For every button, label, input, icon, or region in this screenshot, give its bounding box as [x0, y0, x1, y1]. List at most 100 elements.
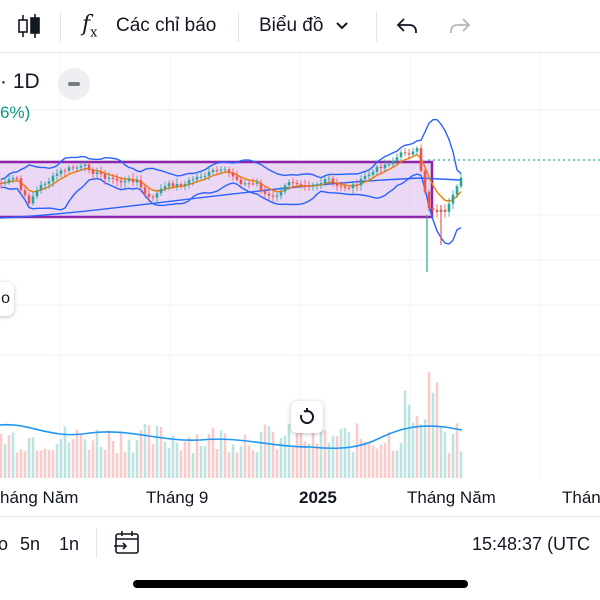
candlesticks: [0, 144, 463, 272]
volume-bar: [35, 450, 39, 478]
divider: [0, 516, 600, 517]
volume-bar: [403, 390, 407, 478]
time-label-year: 2025: [299, 488, 337, 507]
clock-timezone[interactable]: 15:48:37 (UTC: [472, 534, 591, 554]
volume-bar: [159, 426, 163, 478]
candle-body: [123, 181, 127, 183]
candle-body: [383, 164, 387, 169]
candle-body: [291, 182, 295, 184]
candle-body: [15, 177, 19, 179]
reset-scale-button[interactable]: [291, 401, 323, 433]
volume-bar: [3, 444, 7, 478]
candle-body: [367, 174, 371, 177]
volume-bar: [347, 432, 351, 478]
candle-body: [59, 170, 63, 174]
candle-body: [247, 183, 251, 185]
candle-body: [211, 170, 215, 172]
candle-body: [167, 183, 171, 187]
home-indicator: [133, 580, 468, 588]
date-range-icon[interactable]: [113, 530, 141, 561]
candle-body: [403, 152, 407, 154]
volume-bar: [431, 392, 435, 478]
volume-bar: [247, 445, 251, 478]
volume-bar: [263, 424, 267, 478]
volume-bar: [227, 452, 231, 478]
volume-bar: [195, 434, 199, 478]
range-button-5n[interactable]: 5n: [20, 534, 41, 554]
volume-bars: [0, 371, 463, 478]
candle-body: [87, 164, 91, 170]
candle-body: [43, 183, 47, 185]
volume-bar: [71, 439, 75, 478]
candle-body: [3, 182, 7, 184]
time-label: háng Năm: [0, 488, 79, 507]
chart-pane[interactable]: · 1D 6%) o: [0, 53, 600, 480]
price-chart[interactable]: [0, 53, 600, 480]
candle-body: [307, 186, 311, 188]
candle-body: [255, 182, 259, 184]
candle-body: [11, 177, 15, 180]
candle-body: [51, 175, 55, 182]
volume-bar: [15, 452, 19, 478]
collapse-legend-button[interactable]: [58, 68, 90, 100]
candle-body: [335, 183, 339, 186]
volume-bar: [235, 452, 239, 478]
volume-bar: [99, 446, 103, 478]
time-label: Tháng 9: [146, 488, 209, 507]
candle-body: [175, 184, 179, 187]
volume-bar: [91, 440, 95, 478]
volume-bar: [335, 436, 339, 478]
volume-bar: [279, 437, 283, 478]
candle-body: [303, 185, 307, 187]
candle-body: [83, 164, 87, 166]
volume-bar: [87, 449, 91, 478]
candle-body: [127, 179, 131, 182]
candle-body: [435, 209, 439, 213]
redo-icon[interactable]: [448, 0, 472, 52]
reset-scale-icon: [300, 408, 315, 424]
candle-body: [359, 179, 363, 186]
candle-body: [347, 187, 351, 189]
volume-bar: [115, 452, 119, 478]
volume-bar: [147, 425, 151, 478]
minus-icon: [68, 82, 80, 86]
candle-body: [99, 172, 103, 175]
volume-bar: [103, 449, 107, 478]
candle-body: [75, 167, 79, 169]
volume-bar: [167, 447, 171, 478]
range-button-1n[interactable]: 1n: [59, 534, 80, 554]
candle-body: [419, 148, 423, 171]
side-tab[interactable]: o: [0, 282, 14, 316]
candle-body: [395, 157, 399, 161]
candle-body: [139, 180, 143, 188]
volume-bar: [243, 434, 247, 478]
indicators-button[interactable]: fx Các chỉ báo: [82, 0, 216, 52]
volume-bar: [27, 438, 31, 478]
volume-bar: [255, 452, 259, 478]
candle-body: [39, 184, 43, 191]
candle-body: [235, 176, 239, 180]
volume-bar: [67, 442, 71, 478]
volume-bar: [179, 450, 183, 478]
volume-bar: [171, 435, 175, 478]
time-axis[interactable]: háng Năm Tháng 9 2025 Tháng Năm Thán: [0, 480, 600, 516]
candle-body: [231, 172, 235, 177]
candle-body: [311, 185, 315, 187]
candle-body: [55, 173, 59, 176]
volume-bar: [327, 442, 331, 478]
undo-icon[interactable]: [395, 0, 419, 52]
volume-bar: [163, 441, 167, 478]
chart-grid: [0, 53, 600, 480]
candle-body: [79, 165, 83, 168]
volume-bar: [271, 431, 275, 478]
chart-type-button[interactable]: Biểu đồ: [259, 0, 349, 52]
range-button[interactable]: o: [0, 534, 9, 554]
candles-icon[interactable]: [16, 0, 42, 52]
candle-body: [355, 184, 359, 186]
volume-bar: [275, 449, 279, 478]
candle-body: [131, 179, 135, 183]
volume-bar: [439, 426, 443, 478]
volume-bar: [455, 423, 459, 478]
candle-body: [95, 172, 99, 174]
candle-body: [103, 174, 107, 179]
